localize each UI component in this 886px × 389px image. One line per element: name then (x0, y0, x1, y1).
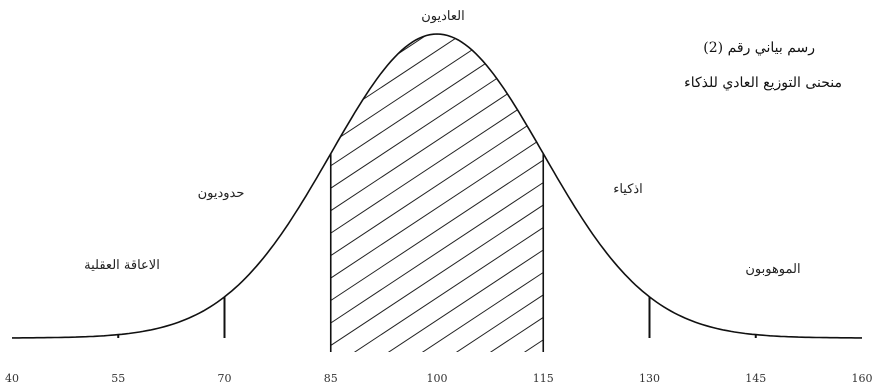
x-tick-label: 85 (324, 372, 338, 385)
x-tick-label: 70 (218, 372, 232, 385)
hatch-line (330, 34, 394, 352)
x-tick-label: 115 (533, 372, 554, 385)
hatch-line (410, 34, 544, 352)
hatch-line (819, 0, 886, 360)
hatch-line (330, 34, 544, 352)
hatch-line (0, 0, 291, 360)
hatch-line (512, 34, 544, 352)
hatch-line (330, 34, 496, 352)
hatch-line (330, 34, 360, 352)
hatch-line (330, 34, 544, 352)
region-label: العاديون (421, 9, 464, 24)
x-tick-label: 145 (745, 372, 766, 385)
hatch-line (376, 34, 544, 352)
chart-subtitle: منحنى التوزيع العادي للذكاء (684, 75, 842, 91)
hatch-line (330, 34, 544, 352)
region-label: الاعاقة العقلية (84, 258, 160, 273)
hatch-line (330, 34, 544, 352)
hatch-line (330, 34, 544, 352)
hatch-line (0, 0, 325, 360)
bell-curve (12, 33, 862, 339)
x-tick-label: 40 (5, 372, 19, 385)
hatch-line (0, 0, 223, 360)
hatch-line (478, 34, 544, 352)
x-tick-label: 100 (427, 372, 448, 385)
chart-title: رسم بياني رقم (2) (703, 40, 815, 56)
hatch-line (330, 34, 544, 352)
region-label: حدوديون (198, 186, 245, 201)
hatch-line (330, 34, 544, 352)
hatch-line (0, 0, 257, 360)
hatch-line (444, 34, 544, 352)
x-tick-label: 130 (639, 372, 660, 385)
hatch-line (330, 34, 530, 352)
hatch-line (342, 34, 544, 352)
region-label: الموهوبون (745, 262, 800, 277)
hatch-line (330, 34, 462, 352)
hatch-line (853, 0, 886, 360)
hatch-line (330, 34, 544, 352)
x-tick-label: 55 (111, 372, 125, 385)
x-tick-label: 160 (852, 372, 873, 385)
hatch-line (330, 34, 428, 352)
region-label: اذكياء (613, 182, 643, 197)
hatch-line (330, 34, 544, 352)
